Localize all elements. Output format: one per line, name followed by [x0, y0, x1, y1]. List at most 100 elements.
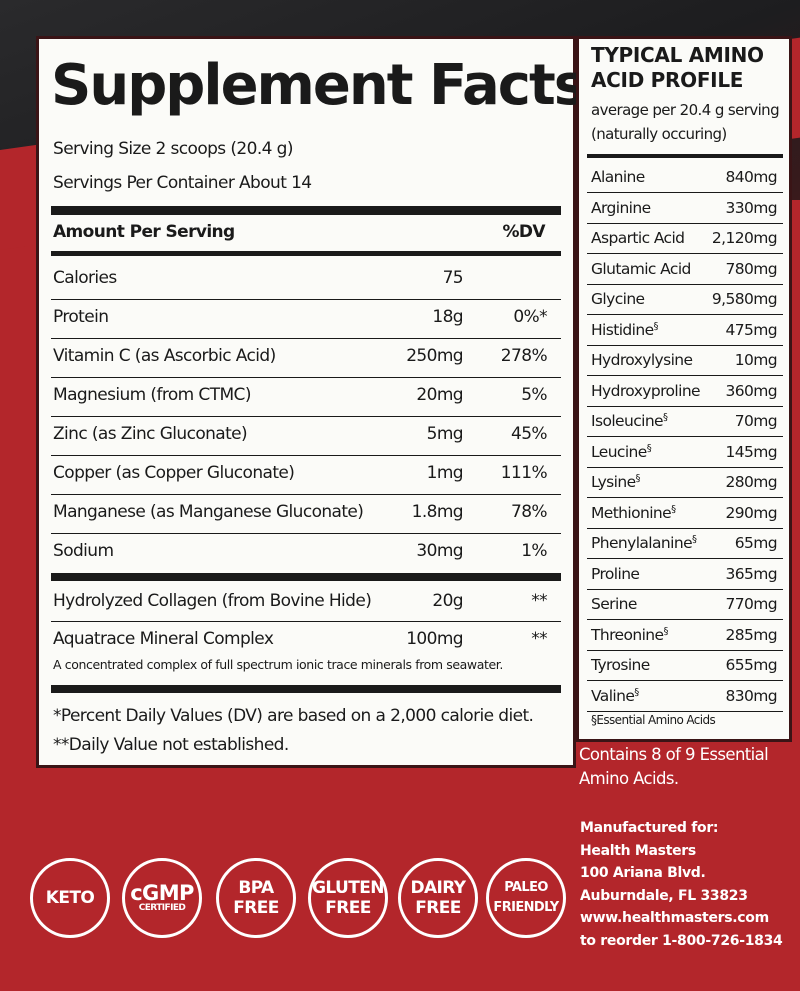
amino-name: Alanine: [591, 168, 645, 186]
amino-title: ACID PROFILE: [591, 68, 744, 92]
nutrient-dv: 278%: [500, 346, 548, 366]
nutrient-dv: **: [531, 629, 547, 649]
amino-name: Serine: [591, 595, 637, 613]
nutrient-name: Protein: [53, 307, 109, 327]
nutrient-amount: 18g: [432, 307, 463, 327]
amino-name: Valine§: [591, 686, 639, 705]
rule: [587, 405, 783, 407]
contains-note: Contains 8 of 9 Essential: [579, 745, 769, 764]
rule: [587, 436, 783, 437]
amino-amount: 830mg: [725, 686, 777, 705]
rule: [587, 497, 783, 498]
amino-amount: 145mg: [725, 442, 777, 461]
badge-text: PALEO: [504, 880, 548, 895]
badge: DAIRY FREE: [398, 858, 478, 938]
nutrient-dv: 111%: [500, 463, 548, 483]
column-header: Amount Per Serving: [53, 222, 235, 242]
rule: [51, 494, 561, 495]
amino-name: Proline: [591, 564, 640, 583]
manufacturer-line: to reorder 1-800-726-1834: [580, 932, 783, 949]
footnote: *Percent Daily Values (DV) are based on …: [53, 706, 534, 726]
amino-name: Arginine: [591, 198, 651, 217]
manufacturer-line: www.healthmasters.com: [580, 910, 769, 926]
amino-name: Phenylalanine§: [591, 534, 697, 553]
nutrient-name: Magnesium (from CTMC): [53, 385, 251, 405]
amino-subtitle: average per 20.4 g serving: [591, 101, 780, 119]
amino-amount: 2,120mg: [711, 229, 778, 247]
column-header: %DV: [502, 222, 545, 242]
manufacturer-line: 100 Ariana Blvd.: [580, 865, 706, 881]
amino-amount: 10mg: [734, 351, 778, 369]
badge-text: cGMP: [130, 881, 194, 905]
amino-name: Leucine§: [591, 442, 652, 461]
nutrient-dv: 78%: [511, 502, 548, 522]
nutrient-amount: 20mg: [416, 385, 463, 405]
nutrient-dv: **: [531, 591, 547, 611]
nutrient-amount: 250mg: [406, 346, 463, 366]
amino-name: Glutamic Acid: [591, 259, 691, 278]
nutrient-amount: 75: [442, 268, 464, 288]
nutrient-amount: 100mg: [406, 629, 463, 649]
nutrient-name: Sodium: [53, 541, 114, 561]
amino-amount: 475mg: [725, 320, 777, 339]
amino-amount: 770mg: [725, 595, 777, 613]
essential-mark: §: [646, 442, 652, 454]
badge-text: KETO: [45, 888, 95, 908]
nutrient-name: Copper (as Copper Gluconate): [53, 463, 295, 483]
amino-amount: 780mg: [725, 259, 777, 278]
note: A concentrated complex of full spectrum …: [53, 657, 503, 672]
rule: [51, 251, 561, 256]
amino-name: Methionine§: [591, 503, 676, 522]
nutrient-dv: 5%: [521, 385, 547, 405]
rule: [587, 154, 783, 158]
nutrient-dv: 1%: [521, 541, 547, 561]
rule: [587, 527, 783, 529]
rule: [587, 619, 783, 620]
rule: [51, 206, 561, 215]
manufacturer-line: Auburndale, FL 33823: [580, 887, 748, 904]
badge-text: GLUTEN: [312, 878, 384, 898]
rule: [51, 338, 561, 339]
nutrient-amount: 20g: [432, 591, 463, 611]
amino-name: Tyrosine: [591, 656, 650, 674]
footnote: **Daily Value not established.: [53, 735, 289, 755]
nutrient-name: Hydrolyzed Collagen (from Bovine Hide): [53, 591, 372, 611]
amino-name: Glycine: [591, 290, 645, 308]
amino-name: Hydroxyproline: [591, 381, 701, 400]
rule: [51, 533, 561, 534]
badge-text: FREE: [233, 898, 279, 918]
badge-text: CERTIFIED: [138, 903, 186, 913]
badge: GLUTEN FREE: [308, 858, 388, 938]
rule: [587, 680, 783, 681]
essential-mark: §: [663, 412, 668, 423]
rule: [587, 253, 783, 254]
amino-amount: 65mg: [734, 534, 778, 552]
essential-mark: §: [634, 686, 639, 698]
nutrient-amount: 1.8mg: [411, 502, 464, 522]
badge: cGMP CERTIFIED: [122, 858, 202, 938]
nutrient-amount: 1mg: [426, 463, 464, 483]
amino-name: Histidine§: [591, 320, 659, 339]
amino-title: TYPICAL AMINO: [591, 43, 764, 67]
rule: [51, 621, 561, 622]
amino-name: Lysine§: [591, 473, 641, 492]
badge-text: FREE: [325, 898, 371, 918]
rule: [587, 375, 783, 376]
nutrient-name: Aquatrace Mineral Complex: [53, 629, 274, 649]
amino-subtitle: (naturally occuring): [591, 125, 727, 143]
rule: [51, 416, 561, 417]
supplement-facts-panel: Supplement Facts Serving Size 2 scoops (2…: [36, 36, 587, 768]
rule: [587, 588, 783, 590]
amino-amount: 655mg: [725, 656, 777, 674]
nutrient-name: Zinc (as Zinc Gluconate): [53, 424, 248, 444]
amino-amount: 280mg: [725, 473, 777, 491]
serving-size: Serving Size 2 scoops (20.4 g): [53, 139, 293, 159]
servings-per-container: Servings Per Container About 14: [53, 173, 312, 193]
amino-amount: 285mg: [725, 625, 777, 644]
essential-mark: §: [653, 320, 659, 332]
rule: [51, 573, 561, 581]
rule: [587, 710, 783, 712]
amino-amount: 290mg: [725, 503, 777, 522]
amino-amount: 840mg: [725, 168, 777, 186]
